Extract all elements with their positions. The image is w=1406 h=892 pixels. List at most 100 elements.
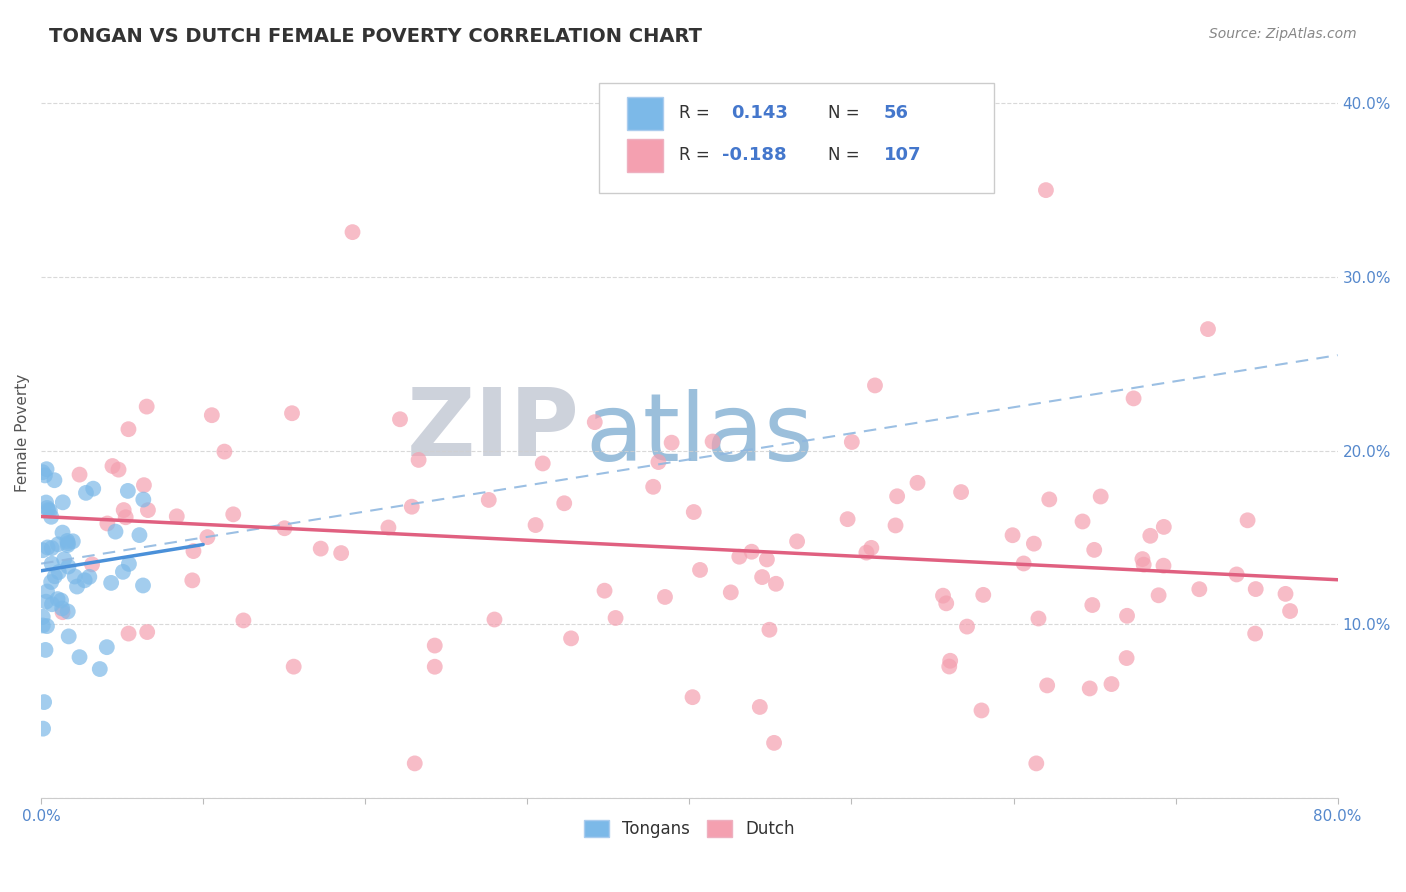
- Point: [38, 503, 60, 517]
- Point: [46, 592, 69, 607]
- Point: [593, 583, 616, 598]
- Point: [1226, 567, 1249, 582]
- Point: [39, 575, 62, 590]
- Point: [56, 533, 79, 548]
- Text: atlas: atlas: [586, 389, 814, 481]
- Point: [32, 722, 55, 736]
- Point: [423, 639, 446, 653]
- Point: [1101, 677, 1123, 691]
- Point: [96, 640, 118, 655]
- Point: [51, 601, 73, 615]
- Point: [117, 422, 139, 436]
- Point: [44, 569, 66, 583]
- Point: [35, 584, 58, 599]
- Point: [741, 545, 763, 559]
- Point: [758, 623, 780, 637]
- Point: [136, 503, 159, 517]
- Point: [49, 593, 72, 607]
- Point: [388, 412, 411, 426]
- Point: [1274, 587, 1296, 601]
- Point: [1197, 322, 1219, 336]
- Point: [100, 575, 122, 590]
- Point: [342, 225, 364, 239]
- Text: 0.143: 0.143: [731, 104, 787, 122]
- Point: [32, 695, 55, 709]
- Point: [837, 512, 859, 526]
- Point: [907, 475, 929, 490]
- Point: [1279, 604, 1302, 618]
- Point: [281, 406, 304, 420]
- Point: [720, 585, 742, 599]
- Point: [1035, 183, 1057, 197]
- Text: -0.188: -0.188: [721, 146, 786, 164]
- Point: [82, 482, 104, 496]
- Point: [932, 589, 955, 603]
- Point: [118, 557, 141, 571]
- Point: [56, 538, 79, 552]
- Point: [1083, 542, 1105, 557]
- Point: [330, 546, 353, 560]
- Point: [938, 659, 960, 673]
- Point: [1153, 520, 1175, 534]
- Point: [51, 605, 73, 619]
- Point: [689, 563, 711, 577]
- Point: [214, 444, 236, 458]
- Point: [1071, 515, 1094, 529]
- Point: [1115, 651, 1137, 665]
- Point: [1132, 552, 1154, 566]
- Point: [553, 496, 575, 510]
- Point: [1036, 678, 1059, 692]
- Point: [1153, 558, 1175, 573]
- Point: [1244, 582, 1267, 596]
- Point: [404, 756, 426, 771]
- Point: [136, 625, 159, 640]
- Point: [48, 565, 70, 579]
- Point: [283, 659, 305, 673]
- Point: [41, 541, 63, 555]
- Point: [96, 516, 118, 531]
- Point: [52, 495, 75, 509]
- Y-axis label: Female Poverty: Female Poverty: [15, 375, 30, 492]
- Text: 107: 107: [884, 146, 921, 164]
- Point: [855, 546, 877, 560]
- Point: [75, 486, 97, 500]
- Point: [884, 518, 907, 533]
- Point: [101, 458, 124, 473]
- Point: [201, 408, 224, 422]
- Point: [79, 570, 101, 584]
- Text: ZIP: ZIP: [406, 384, 579, 475]
- Point: [34, 468, 56, 483]
- Point: [377, 520, 399, 534]
- Point: [682, 505, 704, 519]
- Text: R =: R =: [679, 146, 716, 164]
- Point: [73, 574, 96, 588]
- Point: [69, 467, 91, 482]
- Legend: Tongans, Dutch: Tongans, Dutch: [578, 813, 801, 845]
- Point: [423, 659, 446, 673]
- Point: [107, 462, 129, 476]
- Point: [1236, 513, 1258, 527]
- Point: [1188, 582, 1211, 597]
- Point: [654, 590, 676, 604]
- Point: [524, 518, 547, 533]
- Text: R =: R =: [679, 104, 716, 122]
- Point: [181, 574, 204, 588]
- Point: [89, 662, 111, 676]
- Text: N =: N =: [828, 104, 865, 122]
- Point: [197, 530, 219, 544]
- Point: [765, 576, 787, 591]
- Point: [222, 508, 245, 522]
- Point: [66, 580, 89, 594]
- Point: [80, 558, 103, 572]
- Point: [1022, 536, 1045, 550]
- Point: [35, 619, 58, 633]
- FancyBboxPatch shape: [627, 139, 664, 172]
- Point: [1244, 626, 1267, 640]
- Point: [863, 378, 886, 392]
- Point: [62, 534, 84, 549]
- Point: [1025, 756, 1047, 771]
- Point: [35, 495, 58, 509]
- Point: [232, 614, 254, 628]
- Point: [35, 462, 58, 476]
- Point: [112, 503, 135, 517]
